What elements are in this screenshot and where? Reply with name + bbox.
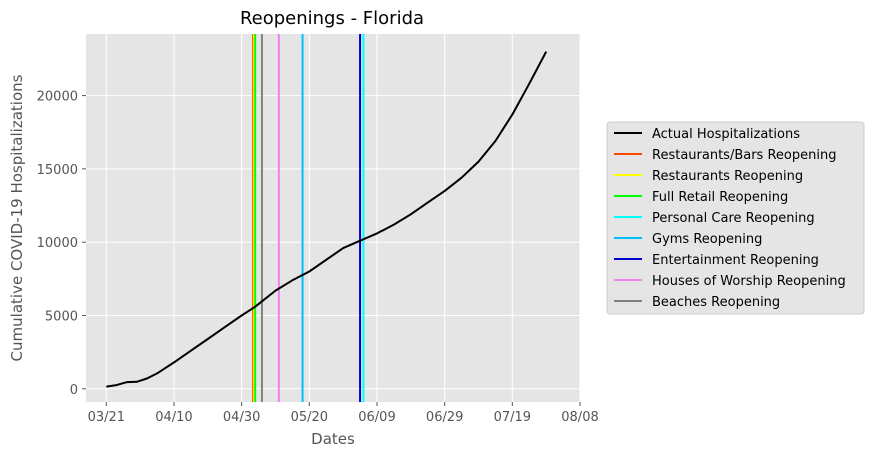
y-axis-label: Cumulative COVID-19 Hospitalizations [8,74,26,361]
x-tick-label: 04/30 [223,410,260,425]
x-tick-label: 06/29 [426,410,463,425]
legend-label: Personal Care Reopening [652,211,815,226]
legend-label: Restaurants Reopening [652,169,803,184]
series-lines [106,51,548,388]
reopening-lines [252,34,365,402]
legend-label: Restaurants/Bars Reopening [652,148,836,163]
y-axis-ticks: 0 5000 10000 15000 20000 [37,90,86,398]
legend-box [606,121,865,315]
legend-label: Full Retail Reopening [652,190,788,205]
x-tick-label: 03/21 [88,410,125,425]
y-tick-label: 20000 [37,90,78,105]
grid [86,34,581,402]
x-axis-ticks: 03/21 04/10 04/30 05/20 06/09 06/29 07/19 08/08 [88,402,599,425]
chart-title: Reopenings - Florida [240,8,424,29]
y-tick-label: 15000 [37,163,78,178]
x-axis-label: Dates [311,430,355,448]
hospitalizations-line [106,51,548,388]
legend-label: Gyms Reopening [652,232,762,247]
legend-label: Entertainment Reopening [652,253,819,268]
legend-label: Beaches Reopening [652,295,780,310]
legend-label: Houses of Worship Reopening [652,274,846,289]
plot-area [86,34,580,402]
x-tick-label: 08/08 [561,410,598,425]
x-tick-label: 04/10 [155,410,192,425]
y-tick-label: 5000 [45,309,78,324]
y-tick-label: 10000 [37,236,78,251]
x-tick-label: 07/19 [494,410,531,425]
x-tick-label: 05/20 [291,410,328,425]
legend: Actual Hospitalizations Restaurants/Bars … [606,121,865,315]
x-tick-label: 06/09 [358,410,395,425]
legend-label: Actual Hospitalizations [652,127,800,142]
y-tick-label: 0 [70,383,78,398]
